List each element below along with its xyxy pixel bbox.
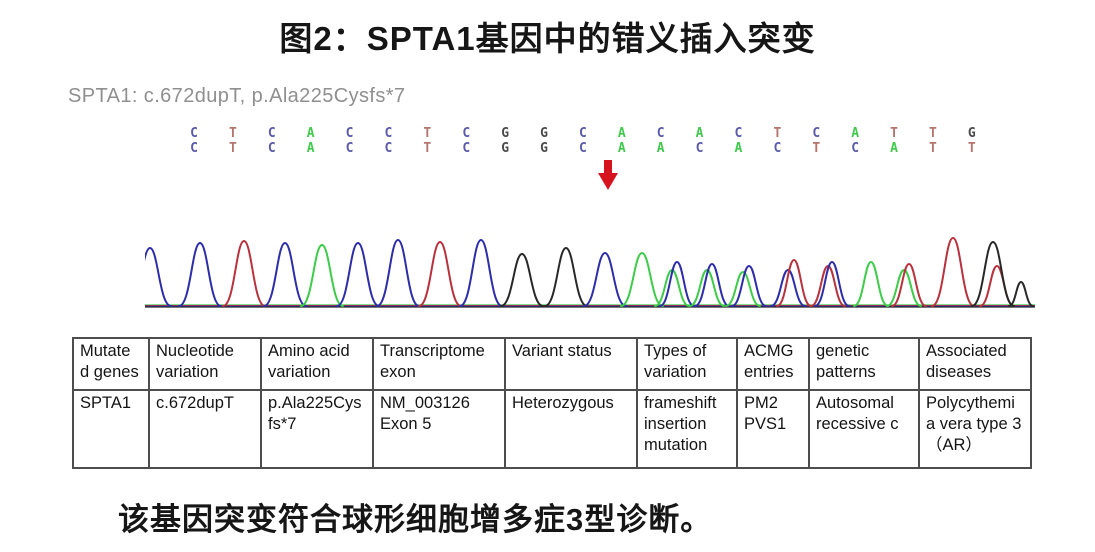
trace-path (459, 238, 503, 307)
trace-path (300, 243, 344, 307)
base-letter: C (851, 141, 860, 156)
column-header-amino-acid-variation: Amino acid variation (260, 337, 374, 391)
column-header-acmg-entries: ACMG entries (736, 337, 810, 391)
base-letter: C (578, 141, 587, 156)
trace-path (336, 241, 380, 307)
mutation-table: Mutate d genes Nucleotide variation Amin… (72, 337, 1032, 469)
trace-path (418, 240, 462, 307)
trace-path (770, 268, 806, 307)
trace-path (583, 251, 627, 307)
cell-nucleotide-variation: c.672dupT (148, 389, 262, 469)
base-letter: G (501, 141, 510, 156)
cell-genetic-patterns: Autosomal recessive c (808, 389, 920, 469)
base-letter: G (540, 126, 548, 141)
base-letter: T (773, 126, 782, 141)
base-letter: T (228, 141, 237, 156)
trace-path (145, 246, 172, 307)
trace-path (263, 241, 307, 307)
trace-path (222, 239, 266, 307)
base-letter: C (345, 141, 354, 156)
base-letter: T (967, 141, 976, 156)
base-letter: C (734, 126, 743, 141)
base-letter: T (228, 126, 237, 141)
column-header-transcriptome-exon: Transcriptome exon (372, 337, 506, 391)
base-letter: A (617, 126, 626, 141)
trace-path (776, 258, 812, 307)
base-letter: T (929, 126, 937, 141)
cell-transcriptome-exon: NM_003126 Exon 5 (372, 389, 506, 469)
base-letter: C (578, 126, 587, 141)
base-letter: C (812, 126, 821, 141)
base-letter: A (306, 126, 315, 141)
trace-path (376, 238, 420, 307)
trace-path (853, 260, 889, 307)
base-letter: A (306, 141, 315, 156)
base-letter: G (967, 126, 976, 141)
column-header-types-of-variation: Types of variation (636, 337, 738, 391)
base-letter: C (267, 141, 276, 156)
trace-path (931, 236, 975, 307)
base-letter: T (812, 141, 821, 156)
cell-acmg-entries: PM2 PVS1 (736, 389, 810, 469)
trace-path (500, 252, 544, 307)
mutation-site-arrow-icon (598, 160, 618, 190)
base-letter: G (501, 126, 510, 141)
trace-path (659, 260, 695, 307)
figure-title: 图2：SPTA1基因中的错义插入突变 (279, 20, 816, 57)
base-letter: A (851, 126, 860, 141)
trace-path (725, 270, 761, 307)
trace-path (689, 268, 725, 307)
base-letter: C (773, 141, 782, 156)
table-data-row: SPTA1 c.672dupT p.Ala225Cys fs*7 NM_0031… (72, 389, 1032, 469)
cell-mutated-gene: SPTA1 (72, 389, 150, 469)
cell-variant-status: Heterozygous (504, 389, 638, 469)
base-letter: C (384, 141, 393, 156)
base-letter: C (462, 126, 471, 141)
trace-path (891, 262, 927, 307)
base-letter: A (617, 141, 626, 156)
base-letter: A (656, 141, 665, 156)
column-header-mutated-genes: Mutate d genes (72, 337, 150, 391)
trace-path (886, 268, 922, 307)
trace-path (694, 262, 730, 307)
base-letter: C (190, 141, 198, 156)
column-header-variant-status: Variant status (504, 337, 638, 391)
base-letter: A (890, 141, 898, 156)
sanger-chromatogram (145, 236, 1035, 308)
base-letter: C (462, 141, 471, 156)
variant-subtitle: SPTA1: c.672dupT, p.Ala225Cysfs*7 (68, 85, 406, 107)
trace-path (971, 240, 1015, 307)
column-header-genetic-patterns: genetic patterns (808, 337, 920, 391)
column-header-associated-diseases: Associated diseases (918, 337, 1032, 391)
base-letter: C (267, 126, 276, 141)
column-header-nucleotide-variation: Nucleotide variation (148, 337, 262, 391)
trace-path (814, 260, 850, 307)
base-letter: T (929, 141, 937, 156)
base-letter: A (695, 126, 704, 141)
base-letter: C (384, 126, 393, 141)
base-letter: C (190, 126, 198, 141)
base-letter: C (695, 141, 704, 156)
base-letter: G (540, 141, 548, 156)
cell-associated-diseases: Polycythemi a vera type 3 （AR） (918, 389, 1032, 469)
trace-path (620, 251, 664, 307)
base-letter: A (734, 141, 743, 156)
base-letter: T (423, 126, 432, 141)
down-arrow-icon (598, 160, 618, 190)
trace-path (731, 264, 767, 307)
cell-types-of-variation: frameshift insertion mutation (636, 389, 738, 469)
trace-path (544, 246, 588, 307)
trace-path (178, 241, 222, 307)
base-letter: T (890, 126, 898, 141)
trace-path (1008, 280, 1034, 307)
table-header-row: Mutate d genes Nucleotide variation Amin… (72, 337, 1032, 391)
diagnosis-conclusion: 该基因突变符合球形细胞增多症3型诊断。 (118, 502, 713, 537)
cell-amino-acid-variation: p.Ala225Cys fs*7 (260, 389, 374, 469)
base-letter: T (423, 141, 432, 156)
base-letter: C (345, 126, 354, 141)
base-letter: C (656, 126, 665, 141)
